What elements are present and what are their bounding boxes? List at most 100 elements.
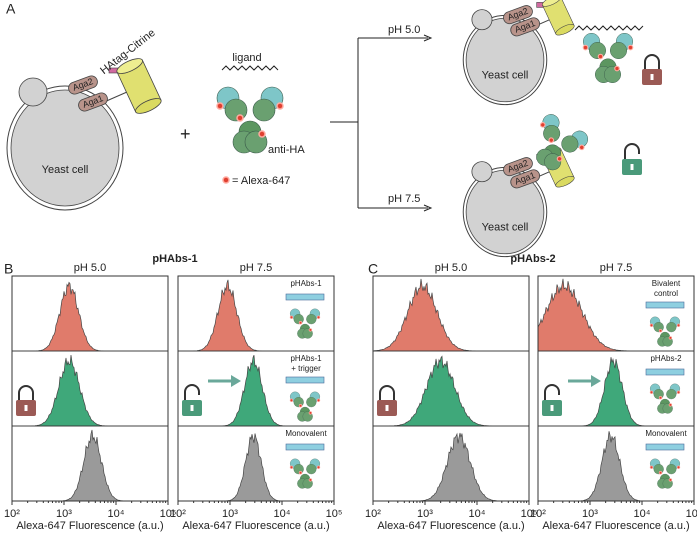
lock-icon: [16, 385, 36, 416]
antibody: [216, 86, 284, 154]
antibody: [536, 114, 589, 171]
x-tick-label: 10⁵: [686, 508, 697, 520]
dye: [298, 404, 303, 408]
keyhole: [630, 164, 634, 170]
capsule: [503, 157, 533, 177]
keyhole: [550, 405, 554, 411]
ligand-linker: [221, 65, 279, 71]
lock-icon: [377, 385, 397, 416]
antibody-domain: [306, 314, 317, 325]
x-tick-label: 10³: [56, 508, 72, 520]
antibody-domain: [306, 397, 317, 408]
dye: [649, 390, 654, 394]
keyhole: [650, 74, 654, 80]
dye: [649, 465, 654, 469]
histogram: [372, 278, 529, 352]
panel-label: B: [4, 261, 13, 277]
ligand-label: ligand: [232, 52, 261, 64]
dye: [627, 44, 634, 51]
shift-arrow-head: [591, 375, 601, 387]
antibody: [289, 391, 321, 422]
dye: [316, 465, 321, 469]
keyhole: [24, 405, 28, 411]
yeast-bud: [18, 77, 48, 107]
dye: [276, 102, 284, 110]
cell-label: Yeast cell: [482, 70, 529, 82]
dye: [668, 403, 673, 407]
barrel-top: [542, 0, 562, 7]
lock-icon: [182, 384, 202, 416]
dye: [658, 471, 663, 475]
antibody-domain: [666, 389, 677, 400]
condition-label: pH 7.5: [388, 193, 420, 205]
keyhole: [385, 405, 389, 411]
shift-arrow-head: [231, 375, 241, 387]
x-tick-label: 10⁴: [469, 508, 486, 520]
x-tick-label: 10²: [365, 508, 381, 520]
antibody: [289, 308, 321, 339]
histogram: [372, 355, 529, 427]
barrel-bottom: [135, 98, 162, 114]
capsule: [510, 17, 541, 37]
dye: [298, 471, 303, 475]
inset-label: pHAbs-1: [290, 354, 322, 363]
antibody-domain: [252, 98, 276, 122]
dye: [668, 478, 673, 482]
x-tick-label: 10³: [417, 508, 433, 520]
citrine-barrel: [116, 58, 162, 114]
dye: [676, 465, 681, 469]
histogram: [373, 432, 529, 502]
inset-label: + trigger: [291, 364, 321, 373]
protein-tag: Aga2: [503, 5, 533, 25]
protein-tag: Aga1: [78, 92, 108, 112]
lock-shackle: [184, 384, 200, 401]
antibody-domain: [666, 322, 677, 333]
x-tick-label: 10³: [222, 508, 238, 520]
antibody-domain: [561, 135, 579, 153]
cell-label: Yeast cell: [482, 222, 529, 234]
inset-label: control: [654, 289, 678, 298]
dye: [308, 328, 313, 332]
ligand-linker: [574, 25, 644, 31]
dye: [316, 315, 321, 319]
x-tick-label: 10⁴: [274, 508, 291, 520]
dye: [614, 65, 620, 72]
dye: [556, 155, 563, 162]
protein-tag: Aga1: [510, 17, 541, 37]
panel-label: A: [6, 1, 16, 17]
dye: [676, 323, 681, 327]
dna-ladder: [285, 443, 325, 451]
capsule: [68, 75, 98, 95]
dye: [289, 315, 294, 319]
plot-frame: [11, 275, 169, 502]
dye: [289, 465, 294, 469]
antibody-domain: [544, 153, 562, 171]
cell-label: Yeast cell: [42, 164, 89, 176]
plot-condition: pH 5.0: [435, 262, 467, 274]
x-tick-label: 10³: [582, 508, 598, 520]
dna-ladder: [645, 301, 685, 309]
citrine-barrel: [542, 0, 575, 36]
lock-icon: [642, 54, 662, 85]
lock-shackle: [18, 385, 34, 401]
dna-ladder: [285, 293, 325, 301]
x-tick-label: 10⁴: [634, 508, 651, 520]
inset-label: pHAbs-2: [650, 354, 682, 363]
dye: [308, 411, 313, 415]
plus-sign: +: [180, 124, 191, 144]
panel-title: pHAbs-1: [152, 253, 197, 265]
dye: [316, 398, 321, 402]
antibody-domain: [666, 464, 677, 475]
barrel-bottom: [555, 24, 575, 36]
panel-title: pHAbs-2: [510, 253, 555, 265]
x-tick-label: 10²: [530, 508, 546, 520]
dye: [658, 329, 663, 333]
dna-ladder: [285, 376, 325, 384]
x-axis-label: Alexa-647 Fluorescence (a.u.): [542, 520, 689, 532]
dye: [298, 321, 303, 325]
x-tick-label: 10⁴: [108, 508, 125, 520]
lock-icon: [622, 143, 642, 175]
dye: [658, 396, 663, 400]
x-tick-label: 10²: [170, 508, 186, 520]
